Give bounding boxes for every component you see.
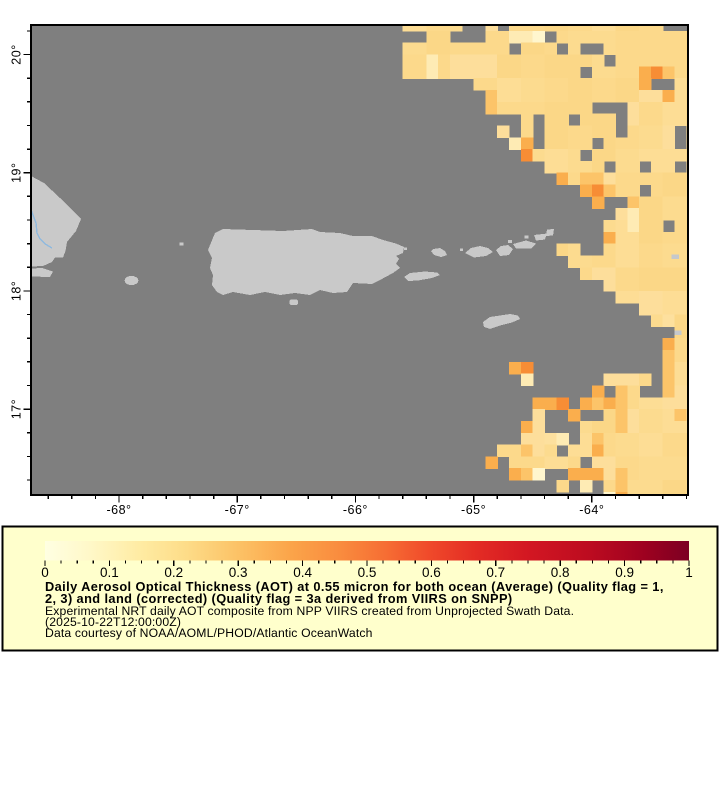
svg-text:0.3: 0.3 [229, 565, 248, 580]
svg-text:-66°: -66° [343, 503, 368, 517]
svg-text:0.9: 0.9 [615, 565, 634, 580]
svg-text:-67°: -67° [225, 503, 250, 517]
svg-text:0: 0 [41, 565, 49, 580]
svg-text:0.7: 0.7 [486, 565, 505, 580]
svg-text:0.8: 0.8 [551, 565, 570, 580]
svg-text:0.6: 0.6 [422, 565, 441, 580]
svg-text:0.4: 0.4 [293, 565, 312, 580]
svg-text:17°: 17° [10, 399, 24, 419]
svg-text:0.5: 0.5 [358, 565, 377, 580]
svg-text:0.1: 0.1 [100, 565, 119, 580]
svg-text:1: 1 [685, 565, 693, 580]
svg-text:-64°: -64° [579, 503, 604, 517]
svg-text:19°: 19° [10, 162, 24, 182]
svg-text:0.2: 0.2 [164, 565, 183, 580]
svg-text:-65°: -65° [461, 503, 486, 517]
svg-text:20°: 20° [10, 44, 24, 64]
svg-text:18°: 18° [10, 281, 24, 301]
svg-text:-68°: -68° [106, 503, 131, 517]
